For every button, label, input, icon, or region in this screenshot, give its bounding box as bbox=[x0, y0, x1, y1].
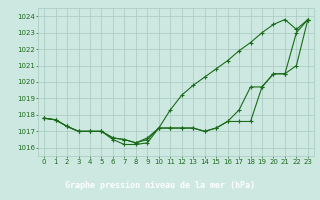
Text: Graphe pression niveau de la mer (hPa): Graphe pression niveau de la mer (hPa) bbox=[65, 181, 255, 190]
